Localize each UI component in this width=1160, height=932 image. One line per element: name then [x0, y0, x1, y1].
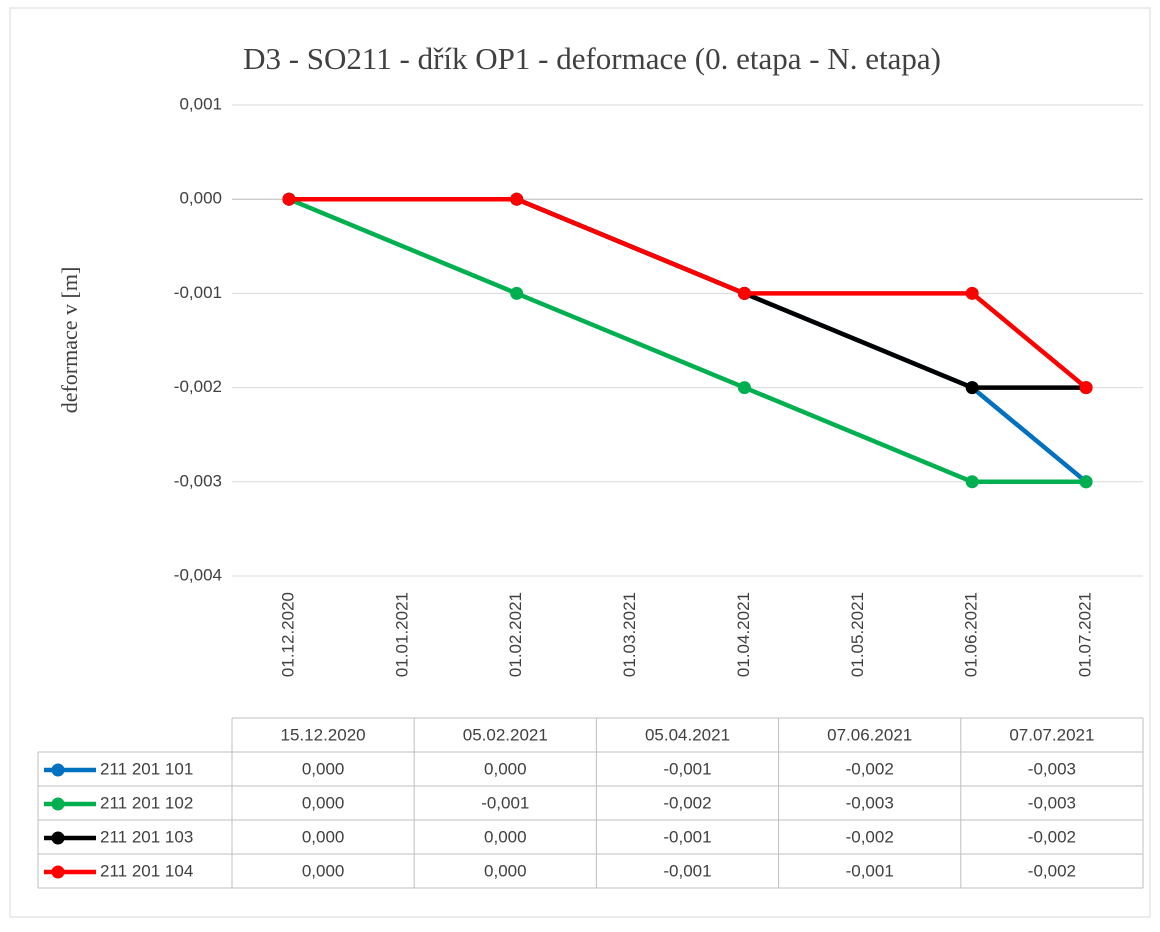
table-cell: 0,000: [302, 861, 345, 880]
legend-key-marker: [51, 763, 65, 777]
point: [1079, 475, 1093, 489]
table-header: 15.12.2020: [281, 725, 366, 744]
y-axis-label: deformace v [m]: [57, 267, 82, 414]
legend-label: 211 201 103: [100, 827, 193, 846]
point: [965, 286, 979, 300]
table-cell: 0,000: [302, 793, 345, 812]
point: [510, 286, 524, 300]
legend-label: 211 201 104: [100, 861, 193, 880]
legend-label: 211 201 102: [100, 793, 193, 812]
point: [1079, 381, 1093, 395]
table-header: 05.02.2021: [463, 725, 548, 744]
table-cell: 0,000: [302, 827, 345, 846]
x-tick-label: 01.12.2020: [278, 592, 297, 677]
x-tick-label: 01.01.2021: [392, 592, 411, 677]
x-tick-label: 01.07.2021: [1076, 592, 1095, 677]
x-tick-label: 01.04.2021: [734, 592, 753, 677]
point: [282, 192, 296, 206]
y-tick-label: 0,001: [179, 94, 222, 113]
table-cell: -0,002: [663, 793, 711, 812]
table-cell: -0,002: [846, 759, 894, 778]
table-cell: -0,003: [846, 793, 894, 812]
legend-key-marker: [51, 797, 65, 811]
legend-key-marker: [51, 831, 65, 845]
table-cell: -0,002: [846, 827, 894, 846]
y-tick-label: -0,004: [174, 565, 222, 584]
y-tick-label: 0,000: [179, 189, 222, 208]
y-tick-label: -0,003: [174, 471, 222, 490]
x-tick-label: 01.05.2021: [848, 592, 867, 677]
point: [510, 192, 524, 206]
x-tick-label: 01.03.2021: [620, 592, 639, 677]
table-header: 07.06.2021: [827, 725, 912, 744]
table-cell: 0,000: [302, 759, 345, 778]
table-cell: -0,003: [1028, 759, 1076, 778]
y-tick-label: -0,001: [174, 283, 222, 302]
chart-border: [9, 7, 1151, 918]
table-cell: -0,001: [663, 861, 711, 880]
table-cell: -0,001: [663, 827, 711, 846]
point: [737, 286, 751, 300]
point: [965, 475, 979, 489]
x-tick-label: 01.06.2021: [962, 592, 981, 677]
table-cell: -0,002: [1028, 861, 1076, 880]
table-cell: 0,000: [484, 827, 527, 846]
table-cell: -0,001: [663, 759, 711, 778]
x-tick-label: 01.02.2021: [506, 592, 525, 677]
table-cell: 0,000: [484, 861, 527, 880]
table-cell: -0,002: [1028, 827, 1076, 846]
y-tick-label: -0,002: [174, 377, 222, 396]
table-cell: -0,003: [1028, 793, 1076, 812]
table-cell: -0,001: [846, 861, 894, 880]
table-header: 07.07.2021: [1009, 725, 1094, 744]
point: [737, 381, 751, 395]
legend-key-marker: [51, 865, 65, 879]
point: [965, 381, 979, 395]
chart-title: D3 - SO211 - dřík OP1 - deformace (0. et…: [243, 41, 941, 76]
table-cell: -0,001: [481, 793, 529, 812]
table-cell: 0,000: [484, 759, 527, 778]
legend-label: 211 201 101: [100, 759, 193, 778]
table-header: 05.04.2021: [645, 725, 730, 744]
